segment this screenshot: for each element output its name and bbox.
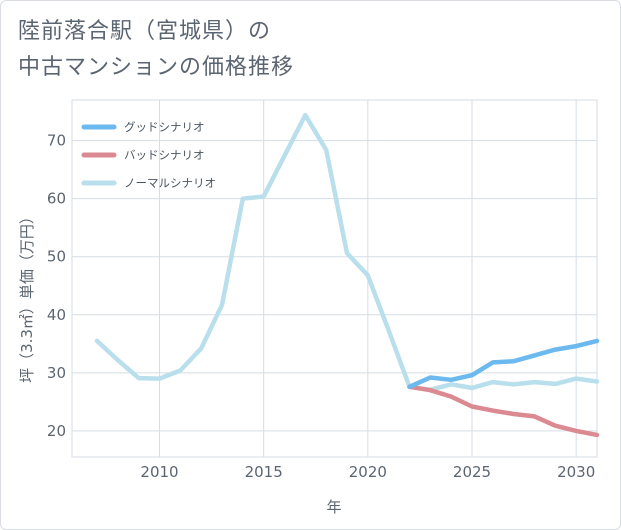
series-line [407,384,600,438]
x-tick-label: 2025 [453,463,491,481]
y-tick-label: 70 [47,132,66,150]
y-tick-label: 60 [47,190,66,208]
series-line [94,112,600,392]
y-tick-label: 40 [47,306,66,324]
chart-title-line2: 中古マンションの価格推移 [18,55,295,80]
x-tick-label: 2020 [349,463,387,481]
y-tick-label: 50 [47,248,66,266]
x-tick-label: 2015 [245,463,283,481]
grid-lines [71,99,598,458]
x-tick-label: 2010 [140,463,178,481]
plot-area [71,99,598,458]
y-axis-title: 坪（3.3㎡）単価（万円） [18,209,36,383]
chart-title-line1: 陸前落合駅（宮城県）の [18,19,272,44]
x-tick-label: 2030 [557,463,595,481]
legend-label: ノーマルシナリオ [124,176,216,190]
legend-label: バッドシナリオ [124,148,205,162]
x-axis-title: 年 [326,498,341,516]
legend-label: グッドシナリオ [124,120,205,134]
y-tick-label: 30 [47,364,66,382]
chart-title: 陸前落合駅（宮城県）の 中古マンションの価格推移 [18,14,294,86]
y-tick-label: 20 [47,422,66,440]
series-lines [94,112,600,438]
series-line [407,338,600,390]
